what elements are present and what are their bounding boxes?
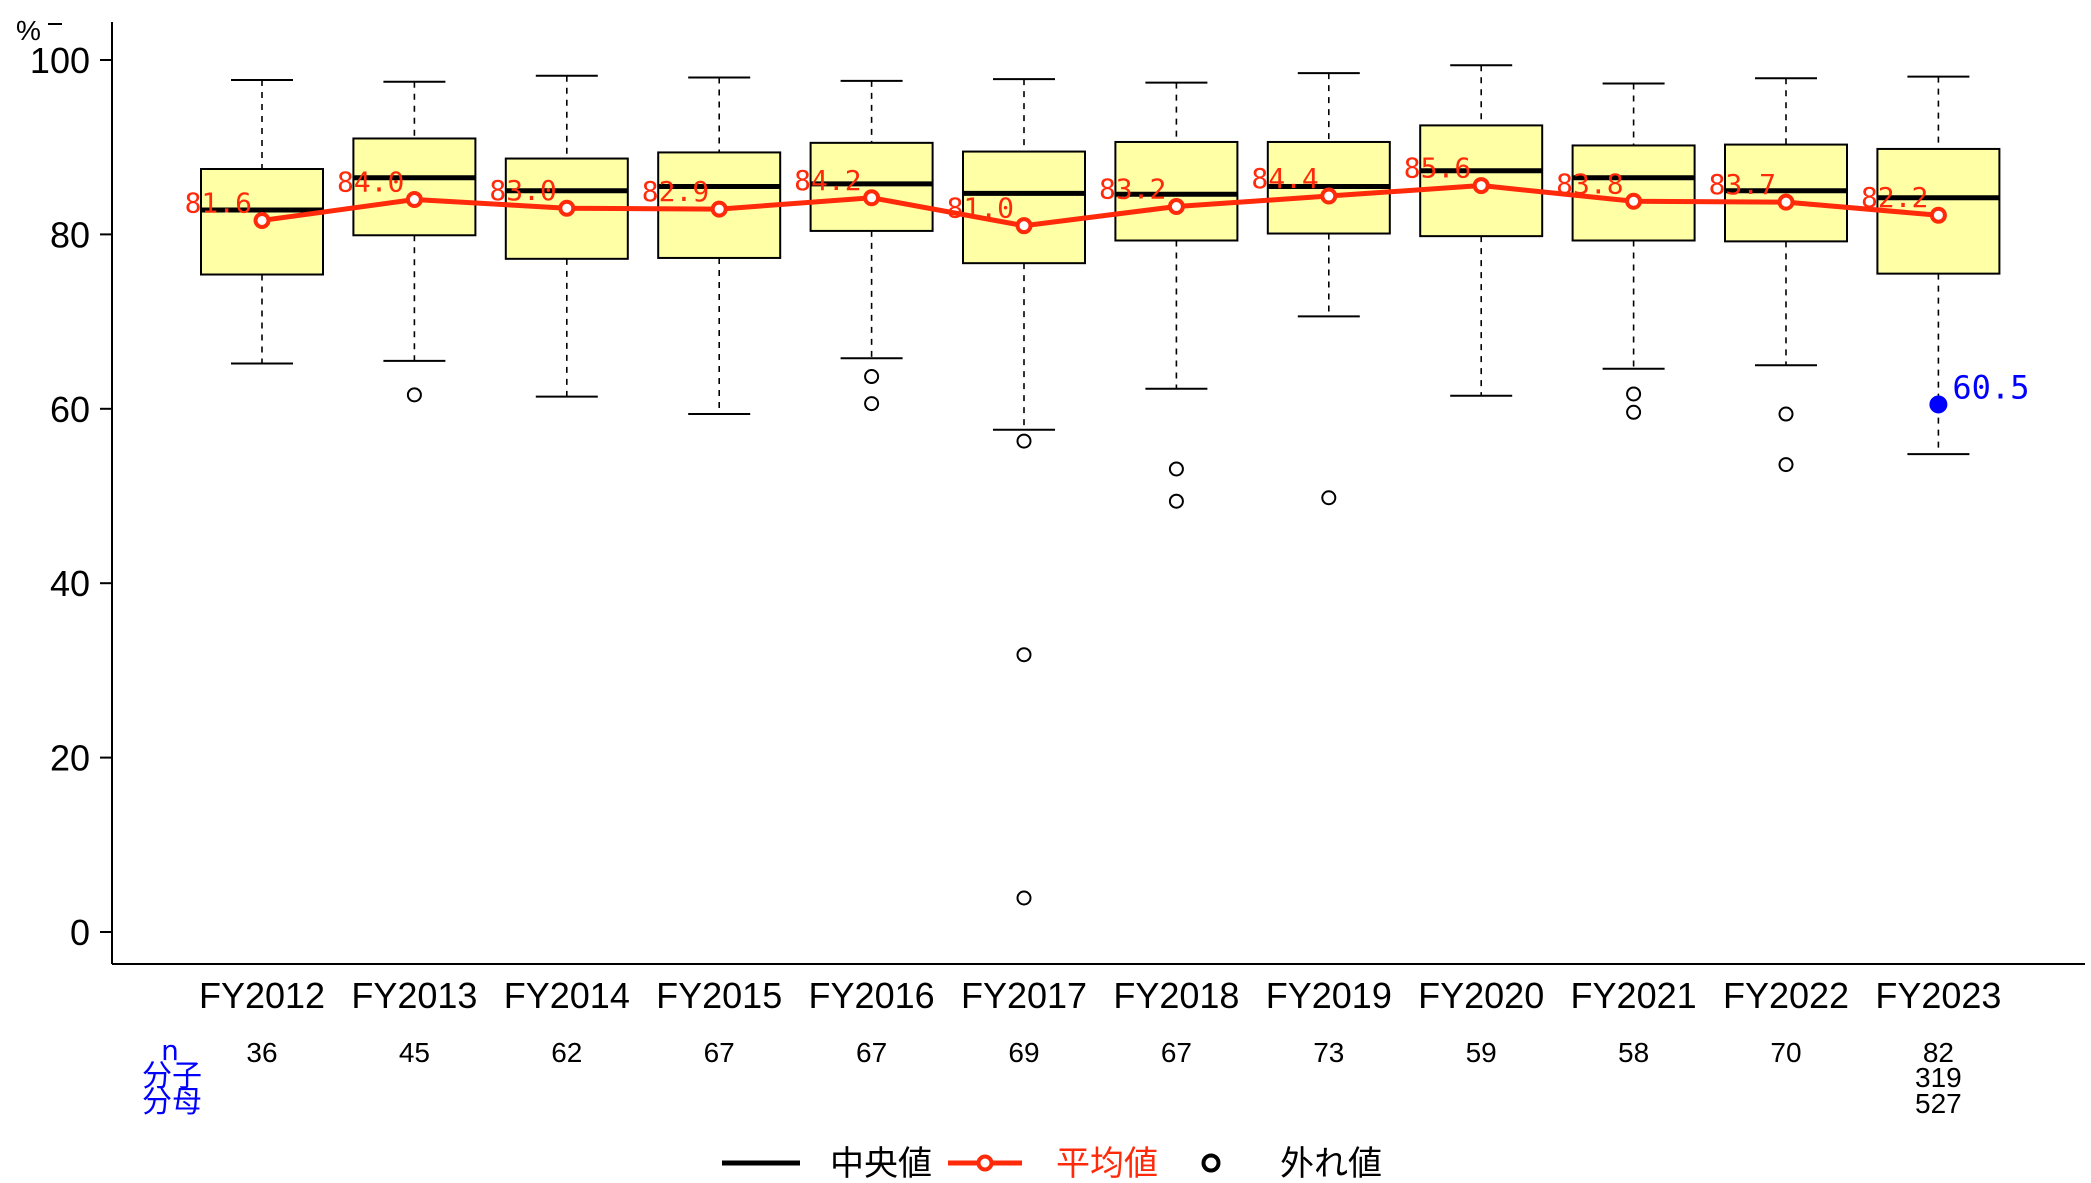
legend-mean-label: 平均値 xyxy=(1056,1144,1158,1183)
mean-point xyxy=(1929,206,1947,224)
y-tick-label: 60 xyxy=(50,389,90,430)
mean-point xyxy=(1015,217,1033,235)
outlier-point xyxy=(864,396,880,412)
n-value: 82 xyxy=(1923,1037,1954,1068)
mean-point xyxy=(863,189,881,207)
outlier-point xyxy=(1016,890,1032,906)
outlier-point xyxy=(406,387,422,403)
mean-label: 85.6 xyxy=(1404,152,1471,185)
mean-label: 81.0 xyxy=(947,192,1014,225)
x-tick-label: FY2012 xyxy=(199,975,325,1016)
x-tick-label: FY2013 xyxy=(351,975,477,1016)
mean-point xyxy=(405,191,423,209)
mean-label: 83.7 xyxy=(1709,168,1776,201)
box-FY2014 xyxy=(504,74,629,398)
denominator-value: 527 xyxy=(1915,1088,1962,1119)
outlier-point xyxy=(1016,433,1032,449)
legend-median-label: 中央値 xyxy=(830,1144,932,1183)
y-tick-label: 20 xyxy=(50,738,90,779)
x-tick-label: FY2019 xyxy=(1266,975,1392,1016)
mean-point xyxy=(1167,197,1185,215)
mean-label: 84.0 xyxy=(337,166,404,199)
x-tick-label: FY2022 xyxy=(1723,975,1849,1016)
box-FY2020 xyxy=(1419,64,1544,397)
x-tick-label: FY2020 xyxy=(1418,975,1544,1016)
outlier-point xyxy=(1016,647,1032,663)
highlight-label: 60.5 xyxy=(1952,368,2029,406)
legend-outlier-label: 外れ値 xyxy=(1280,1144,1382,1183)
outlier-point xyxy=(1168,493,1184,509)
iqr-box xyxy=(962,150,1086,265)
x-tick-label: FY2015 xyxy=(656,975,782,1016)
mean-label: 82.9 xyxy=(642,175,709,208)
n-row-label: 分子 xyxy=(142,1059,202,1094)
n-value: 70 xyxy=(1770,1037,1801,1068)
iqr-box xyxy=(352,137,477,237)
outlier-point xyxy=(1778,457,1794,473)
mean-point xyxy=(558,199,576,217)
box-FY2016 xyxy=(809,79,934,412)
outlier-point xyxy=(1321,490,1337,506)
box-FY2022 xyxy=(1724,77,1848,473)
mean-label: 82.2 xyxy=(1861,181,1928,214)
y-axis-unit: % xyxy=(16,15,41,46)
mean-point xyxy=(1777,193,1795,211)
x-tick-label: FY2021 xyxy=(1571,975,1697,1016)
box-FY2021 xyxy=(1571,82,1696,420)
legend: 中央値 平均値 外れ値 xyxy=(722,1144,1382,1183)
n-value: 45 xyxy=(399,1037,430,1068)
mean-line xyxy=(261,183,1939,229)
n-value: 36 xyxy=(246,1037,277,1068)
n-value: 59 xyxy=(1466,1037,1497,1068)
mean-label: 84.2 xyxy=(794,164,861,197)
box-FY2013 xyxy=(352,80,477,403)
mean-point xyxy=(710,200,728,218)
n-value: 67 xyxy=(1161,1037,1192,1068)
iqr-box xyxy=(809,141,934,232)
box-FY2018 xyxy=(1114,81,1239,509)
mean-point xyxy=(253,211,271,229)
mean-label: 83.2 xyxy=(1099,172,1166,205)
n-value: 67 xyxy=(856,1037,887,1068)
x-tick-label: FY2018 xyxy=(1113,975,1239,1016)
n-value: 73 xyxy=(1313,1037,1344,1068)
y-tick-label: 100 xyxy=(30,40,90,81)
outlier-point xyxy=(1778,406,1794,422)
mean-point xyxy=(1625,192,1643,210)
outlier-point xyxy=(1626,386,1642,402)
n-row-label: n xyxy=(161,1034,179,1067)
x-tick-label: FY2023 xyxy=(1875,975,2001,1016)
outlier-point xyxy=(1626,404,1642,420)
outlier-point xyxy=(864,369,880,385)
n-value: 62 xyxy=(551,1037,582,1068)
mean-point xyxy=(1320,187,1338,205)
numerator-value: 319 xyxy=(1915,1062,1962,1093)
y-tick-label: 0 xyxy=(70,912,90,953)
mean-label: 83.0 xyxy=(489,174,556,207)
highlight-point xyxy=(1929,395,1948,414)
mean-label: 84.4 xyxy=(1251,162,1318,195)
iqr-box xyxy=(1114,140,1239,242)
legend-outlier-marker xyxy=(1201,1153,1221,1173)
n-value: 69 xyxy=(1008,1037,1039,1068)
mean-label: 83.8 xyxy=(1556,167,1623,200)
box-FY2017 xyxy=(962,78,1086,906)
n-value: 67 xyxy=(704,1037,735,1068)
y-tick-label: 40 xyxy=(50,563,90,604)
x-tick-label: FY2017 xyxy=(961,975,1087,1016)
mean-point xyxy=(1472,177,1490,195)
x-tick-label: FY2016 xyxy=(809,975,935,1016)
n-row-label: 分母 xyxy=(142,1085,202,1120)
legend-mean-marker xyxy=(976,1154,994,1172)
box-FY2015 xyxy=(657,76,782,416)
box-FY2019 xyxy=(1266,72,1391,506)
x-tick-label: FY2014 xyxy=(504,975,630,1016)
outlier-point xyxy=(1168,461,1184,477)
mean-label: 81.6 xyxy=(185,186,252,219)
y-tick-label: 80 xyxy=(50,214,90,255)
n-value: 58 xyxy=(1618,1037,1649,1068)
